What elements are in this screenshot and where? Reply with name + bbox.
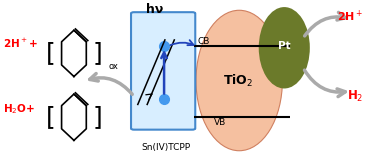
Text: ]: ] bbox=[93, 41, 103, 65]
Text: [: [ bbox=[45, 105, 55, 129]
FancyBboxPatch shape bbox=[131, 12, 195, 130]
Text: 2H$^+$+: 2H$^+$+ bbox=[3, 37, 37, 50]
Text: Sn(IV)TCPP: Sn(IV)TCPP bbox=[141, 143, 190, 152]
Ellipse shape bbox=[259, 7, 310, 89]
Text: TiO$_2$: TiO$_2$ bbox=[223, 72, 253, 89]
Text: hν: hν bbox=[146, 3, 163, 16]
Text: H$_2$O+: H$_2$O+ bbox=[3, 102, 35, 116]
Text: 2H$^+$: 2H$^+$ bbox=[337, 9, 363, 24]
Text: VB: VB bbox=[214, 118, 226, 127]
Text: [: [ bbox=[45, 41, 55, 65]
Text: CB: CB bbox=[198, 37, 210, 46]
Text: ]: ] bbox=[93, 105, 103, 129]
Text: ox: ox bbox=[109, 62, 119, 71]
Ellipse shape bbox=[196, 10, 282, 151]
Text: H$_2$: H$_2$ bbox=[347, 89, 363, 104]
Text: Pt: Pt bbox=[278, 41, 291, 51]
